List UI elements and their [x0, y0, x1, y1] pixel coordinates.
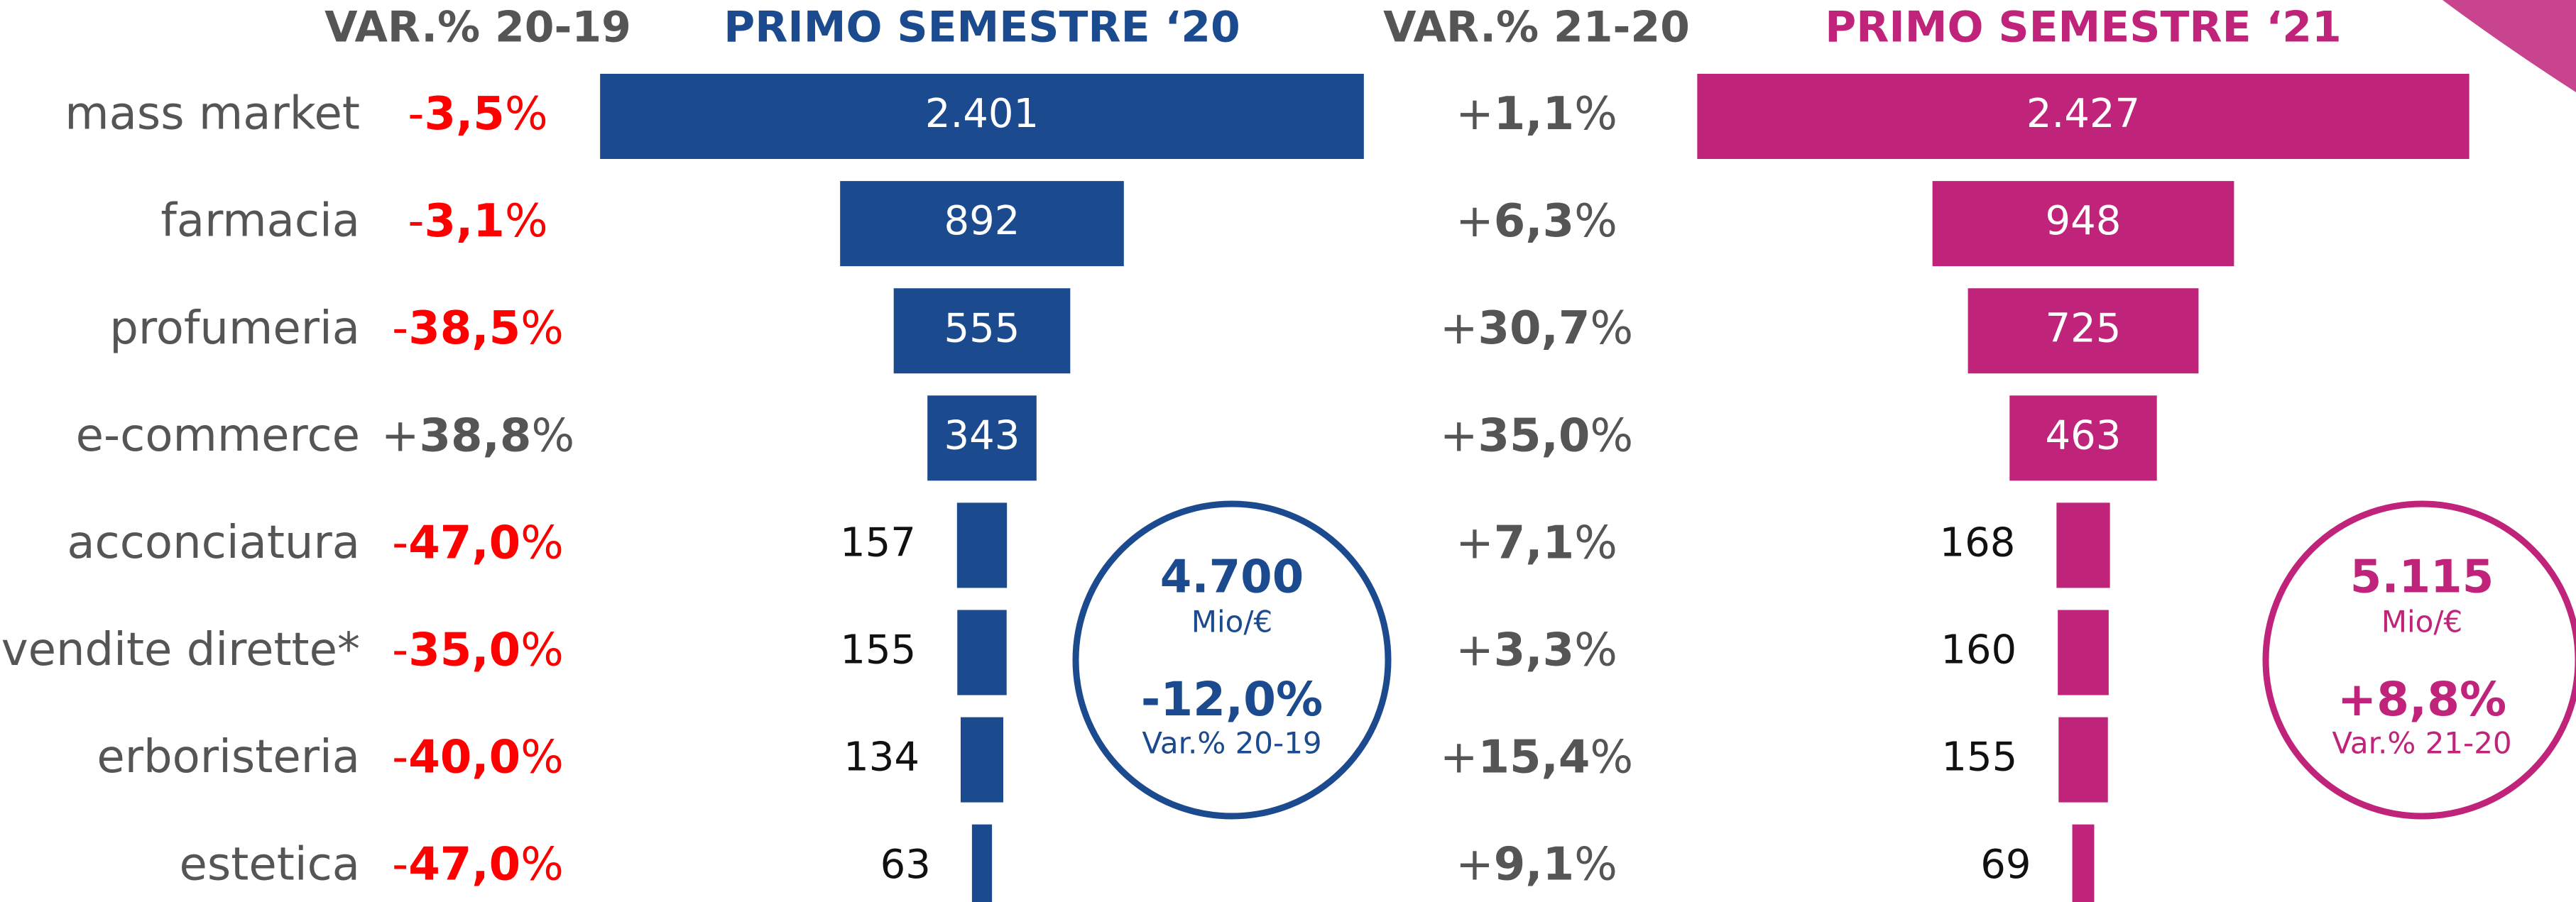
column-title: VAR.% 20-19 [324, 3, 631, 53]
value-label: 155 [1941, 735, 2017, 781]
chart-title: PRIMO SEMESTRE ‘21 [1825, 3, 2342, 53]
value-label: 160 [1941, 627, 2016, 673]
bar [2058, 717, 2107, 803]
change-label: -47,0% [392, 517, 564, 569]
bar [2073, 825, 2095, 902]
change-label: +15,4% [1440, 731, 1633, 783]
change-label: +1,1% [1456, 88, 1617, 141]
category-label: farmacia [160, 195, 360, 248]
total-change: -12,0% [1141, 672, 1323, 727]
change-label: +9,1% [1456, 838, 1617, 891]
column-title: VAR.% 21-20 [1383, 3, 1690, 53]
change-label: +35,0% [1440, 409, 1633, 462]
change-label: +30,7% [1440, 302, 1633, 355]
bar [972, 825, 992, 902]
change-label: -38,5% [392, 302, 564, 355]
category-label: vendite dirette* [1, 624, 360, 676]
change-label: +3,3% [1456, 624, 1617, 676]
change-label: -3,5% [408, 88, 547, 141]
value-label: 948 [2046, 198, 2122, 244]
value-label: 2.427 [2026, 91, 2140, 137]
value-label: 134 [844, 735, 919, 781]
value-label: 63 [880, 842, 931, 888]
total-value: 5.115 [2350, 551, 2494, 604]
change-label: -35,0% [392, 624, 564, 676]
value-label: 343 [944, 412, 1020, 458]
value-label: 725 [2046, 305, 2122, 351]
value-label: 2.401 [925, 91, 1039, 137]
value-label: 463 [2046, 412, 2122, 458]
value-label: 168 [1939, 520, 2015, 566]
change-label: -47,0% [392, 838, 564, 891]
category-label: estetica [180, 838, 360, 891]
total-value: 4.700 [1160, 551, 1304, 604]
change-label: +6,3% [1456, 195, 1617, 248]
value-label: 157 [840, 520, 916, 566]
total-change-title: Var.% 20-19 [1142, 726, 1321, 761]
category-label: erboristeria [97, 731, 360, 783]
category-label: profumeria [109, 302, 360, 355]
chart-title: PRIMO SEMESTRE ‘20 [724, 3, 1240, 53]
value-label: 155 [840, 627, 916, 673]
change-label: +7,1% [1456, 517, 1617, 569]
total-change: +8,8% [2337, 672, 2506, 727]
change-label: -40,0% [392, 731, 564, 783]
total-unit: Mio/€ [2381, 605, 2462, 639]
value-label: 555 [944, 305, 1020, 351]
bar [961, 717, 1003, 803]
total-unit: Mio/€ [1191, 605, 1272, 639]
bar [957, 610, 1006, 695]
category-label: e-commerce [76, 409, 360, 462]
infographic: VAR.% 20-19 PRIMO SEMESTRE ‘20 mass market… [0, 0, 2576, 902]
category-label: acconciatura [67, 517, 360, 569]
value-label: 69 [1980, 842, 2031, 888]
bar [2058, 610, 2109, 695]
page: VAR.% 20-19 PRIMO SEMESTRE ‘20 mass market… [0, 0, 2576, 902]
category-label: mass market [65, 88, 360, 141]
bar [957, 502, 1007, 588]
bar [2056, 502, 2110, 588]
change-label: -3,1% [408, 195, 547, 248]
total-change-title: Var.% 21-20 [2332, 726, 2511, 761]
change-label: +38,8% [381, 409, 574, 462]
value-label: 892 [944, 198, 1020, 244]
